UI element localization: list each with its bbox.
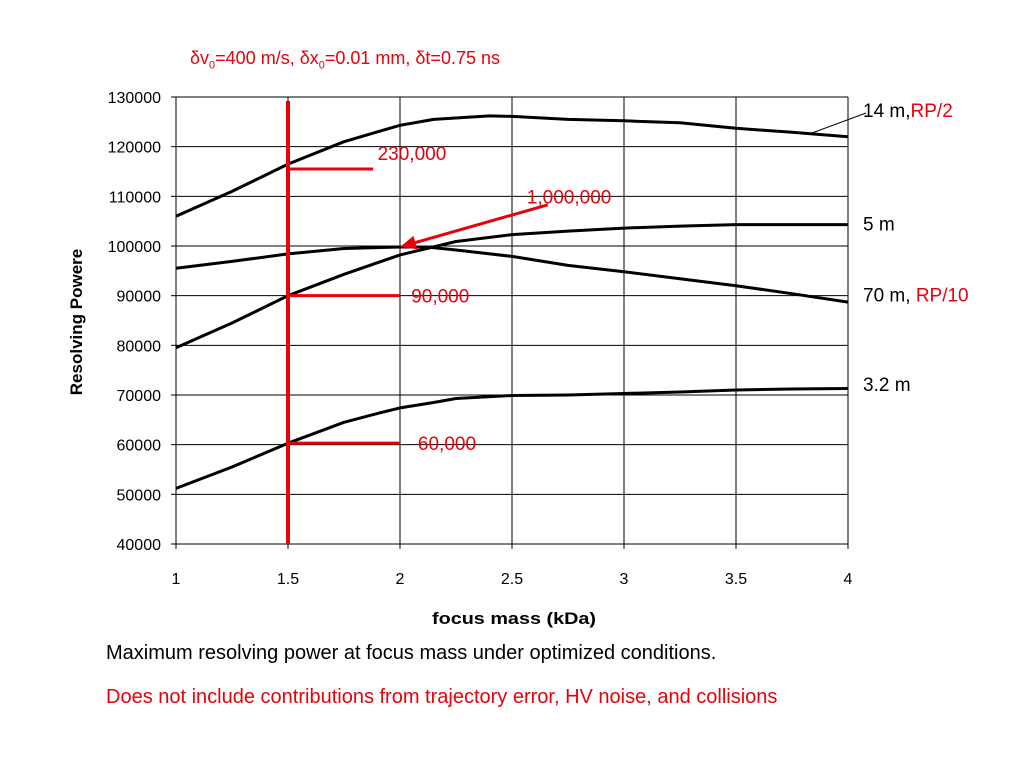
resolving-power-chart: 40000 50000 60000 70000 80000 90000 100000 1100… — [67, 90, 969, 628]
param-dv: δv — [190, 48, 210, 68]
marker-label-0: 230,000 — [378, 144, 447, 165]
y-tick-label: 40000 — [117, 537, 162, 554]
arrow-head-icon — [400, 235, 418, 250]
x-tick-label: 2 — [396, 571, 405, 588]
caption-disclaimer: Does not include contributions from traj… — [106, 686, 778, 708]
series-label-name: 5 m — [863, 215, 895, 236]
series-label-1: 5 m — [863, 215, 895, 236]
series-line-3 — [175, 387, 849, 490]
arrow-shaft — [414, 203, 549, 245]
y-tick-label: 100000 — [108, 239, 161, 256]
marker-label-2: 60,000 — [418, 434, 476, 455]
y-tick-label: 120000 — [108, 140, 161, 157]
series-label-name: 70 m, — [863, 286, 916, 307]
param-dx: δx — [299, 48, 319, 68]
y-tick-label: 60000 — [117, 438, 162, 455]
param-dv-value: =400 m/s, — [215, 48, 300, 68]
y-tick-label: 70000 — [117, 388, 162, 405]
series-line-2 — [175, 245, 849, 304]
caption-description: Maximum resolving power at focus mass un… — [106, 642, 717, 664]
y-tick-label: 130000 — [108, 90, 161, 107]
series-label-leader — [811, 112, 867, 134]
y-tick-label: 110000 — [109, 189, 161, 206]
param-dv-subscript: 0 — [209, 59, 216, 72]
series-label-3: 3.2 m — [863, 375, 911, 396]
series-label-suffix: RP/10 — [916, 286, 969, 307]
x-tick-label: 3 — [620, 571, 629, 588]
x-tick-label: 1 — [172, 571, 181, 588]
param-dx-value: =0.01 mm, — [324, 48, 416, 68]
series-label-name: 14 m, — [863, 101, 911, 122]
series-label-2: 70 m, RP/10 — [863, 286, 969, 307]
x-tick-label: 2.5 — [501, 571, 523, 588]
x-tick-label: 1.5 — [277, 571, 299, 588]
series-label-suffix: RP/2 — [911, 101, 953, 122]
x-tick-label: 4 — [844, 571, 853, 588]
param-dx-subscript: 0 — [318, 59, 325, 72]
x-tick-label: 3.5 — [725, 571, 747, 588]
series-line-0 — [175, 114, 849, 218]
chart-parameters: δv0=400 m/s, δx0=0.01 mm, δt=0.75 ns — [190, 48, 500, 72]
x-axis-title: focus mass (kDa) — [432, 609, 596, 628]
marker-label-1: 90,000 — [411, 287, 469, 308]
y-axis-title: Resolving Powere — [67, 249, 86, 395]
y-tick-label: 80000 — [117, 338, 162, 355]
series-label-0: 14 m,RP/2 — [863, 101, 953, 122]
param-dt: δt=0.75 ns — [415, 48, 500, 68]
arrow-label: 1,000,000 — [527, 187, 612, 208]
y-tick-label: 90000 — [117, 289, 162, 306]
y-tick-label: 50000 — [117, 487, 162, 504]
series-label-name: 3.2 m — [863, 375, 911, 396]
